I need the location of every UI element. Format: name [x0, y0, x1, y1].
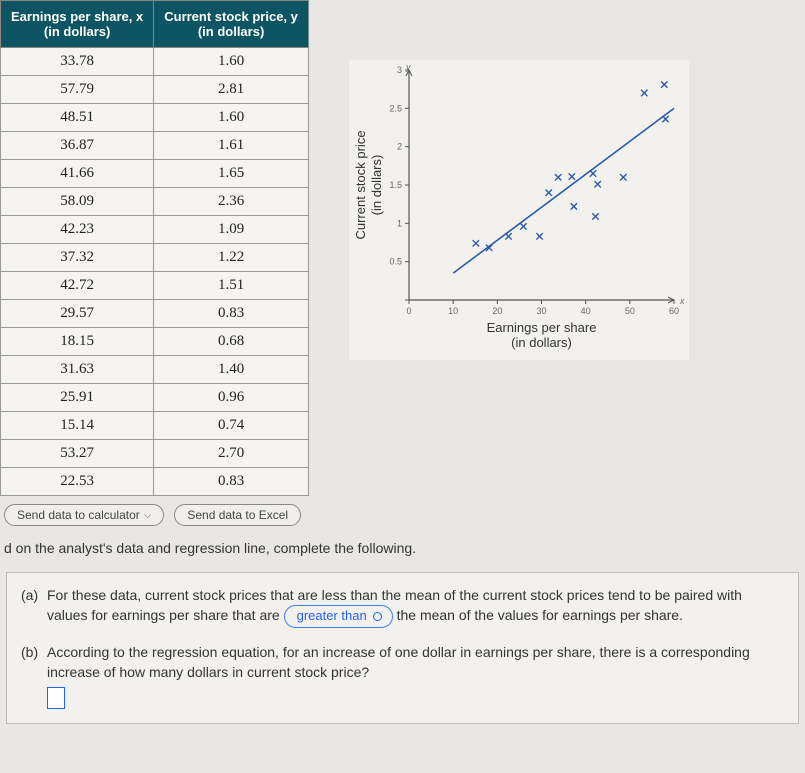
- comparison-dropdown[interactable]: greater than: [284, 605, 393, 628]
- table-row: 42.721.51: [1, 272, 309, 300]
- answer-input[interactable]: [47, 687, 65, 709]
- table-row: 58.092.36: [1, 188, 309, 216]
- cell-x: 42.72: [1, 272, 154, 300]
- svg-text:10: 10: [448, 306, 458, 316]
- svg-text:x: x: [679, 296, 685, 306]
- cell-x: 33.78: [1, 48, 154, 76]
- table-row: 41.661.65: [1, 160, 309, 188]
- cell-x: 41.66: [1, 160, 154, 188]
- question-box: (a) For these data, current stock prices…: [6, 572, 799, 724]
- svg-text:2.5: 2.5: [389, 103, 402, 113]
- cell-x: 15.14: [1, 412, 154, 440]
- svg-text:1.5: 1.5: [389, 180, 402, 190]
- table-row: 33.781.60: [1, 48, 309, 76]
- svg-text:50: 50: [625, 306, 635, 316]
- cell-x: 48.51: [1, 104, 154, 132]
- table-row: 48.511.60: [1, 104, 309, 132]
- svg-text:3: 3: [397, 65, 402, 75]
- svg-text:(in dollars): (in dollars): [369, 155, 384, 216]
- cell-y: 1.60: [154, 104, 309, 132]
- svg-text:2: 2: [397, 142, 402, 152]
- svg-text:20: 20: [492, 306, 502, 316]
- cell-x: 37.32: [1, 244, 154, 272]
- svg-text:y: y: [405, 62, 411, 72]
- send-to-excel-button[interactable]: Send data to Excel: [174, 504, 301, 526]
- table-row: 37.321.22: [1, 244, 309, 272]
- svg-text:Current stock price: Current stock price: [353, 130, 368, 239]
- cell-x: 53.27: [1, 440, 154, 468]
- cell-y: 0.83: [154, 300, 309, 328]
- cell-y: 2.36: [154, 188, 309, 216]
- cell-x: 57.79: [1, 76, 154, 104]
- cell-y: 1.60: [154, 48, 309, 76]
- question-a: (a) For these data, current stock prices…: [21, 585, 784, 628]
- table-row: 57.792.81: [1, 76, 309, 104]
- cell-y: 1.61: [154, 132, 309, 160]
- cell-x: 29.57: [1, 300, 154, 328]
- table-row: 31.631.40: [1, 356, 309, 384]
- cell-y: 1.09: [154, 216, 309, 244]
- cell-x: 31.63: [1, 356, 154, 384]
- col-header-x: Earnings per share, x (in dollars): [1, 1, 154, 48]
- cell-y: 0.96: [154, 384, 309, 412]
- send-to-calculator-button[interactable]: Send data to calculator ⌵: [4, 504, 164, 526]
- table-row: 25.910.96: [1, 384, 309, 412]
- svg-text:Earnings per share: Earnings per share: [486, 320, 596, 335]
- svg-text:0.5: 0.5: [389, 257, 402, 267]
- svg-text:60: 60: [669, 306, 679, 316]
- svg-text:1: 1: [397, 218, 402, 228]
- table-row: 18.150.68: [1, 328, 309, 356]
- table-row: 42.231.09: [1, 216, 309, 244]
- cell-y: 1.51: [154, 272, 309, 300]
- data-table: Earnings per share, x (in dollars) Curre…: [0, 0, 309, 496]
- col-header-y: Current stock price, y (in dollars): [154, 1, 309, 48]
- prompt-text: d on the analyst's data and regression l…: [4, 540, 797, 556]
- cell-x: 58.09: [1, 188, 154, 216]
- dropdown-indicator-icon: [373, 612, 382, 621]
- cell-y: 1.65: [154, 160, 309, 188]
- cell-x: 42.23: [1, 216, 154, 244]
- cell-y: 0.83: [154, 468, 309, 496]
- cell-y: 2.81: [154, 76, 309, 104]
- cell-y: 0.74: [154, 412, 309, 440]
- table-row: 22.530.83: [1, 468, 309, 496]
- cell-y: 0.68: [154, 328, 309, 356]
- chevron-down-icon: ⌵: [144, 510, 152, 521]
- cell-y: 1.40: [154, 356, 309, 384]
- scatter-chart: 0 10 20 30 40 50 60 0.5 1 1.5 2 2.5 3 Earnings per sh…: [349, 60, 689, 363]
- table-row: 15.140.74: [1, 412, 309, 440]
- table-row: 36.871.61: [1, 132, 309, 160]
- svg-text:40: 40: [581, 306, 591, 316]
- svg-text:0: 0: [406, 306, 411, 316]
- cell-x: 25.91: [1, 384, 154, 412]
- cell-x: 18.15: [1, 328, 154, 356]
- table-row: 29.570.83: [1, 300, 309, 328]
- cell-y: 2.70: [154, 440, 309, 468]
- cell-x: 36.87: [1, 132, 154, 160]
- cell-x: 22.53: [1, 468, 154, 496]
- table-row: 53.272.70: [1, 440, 309, 468]
- question-b: (b) According to the regression equation…: [21, 642, 784, 709]
- svg-text:30: 30: [536, 306, 546, 316]
- svg-text:(in dollars): (in dollars): [511, 335, 572, 350]
- cell-y: 1.22: [154, 244, 309, 272]
